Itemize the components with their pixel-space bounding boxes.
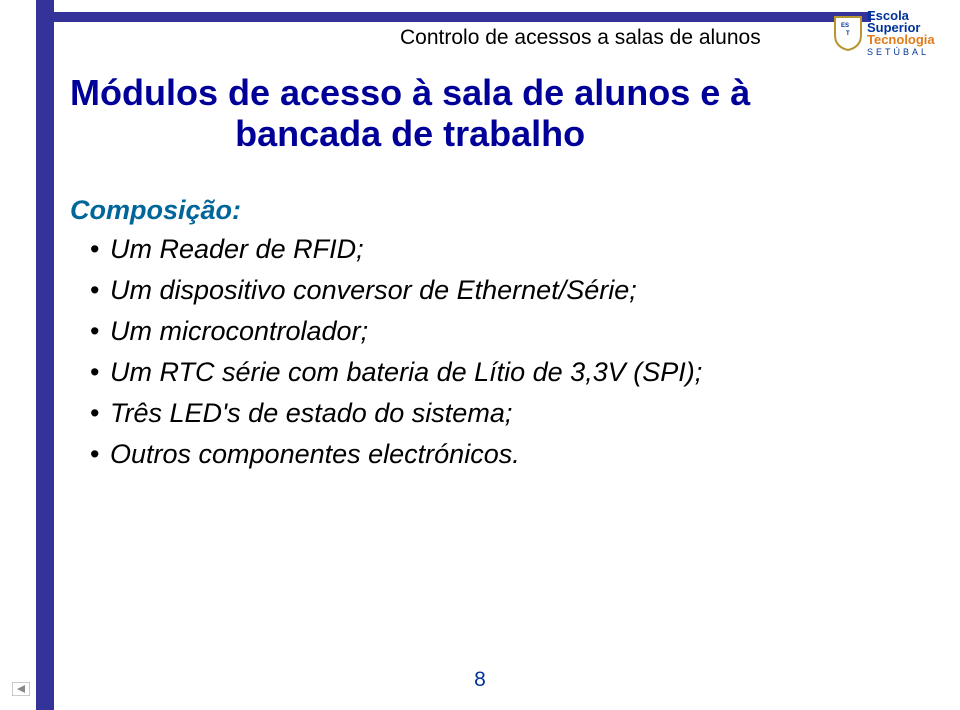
logo-text: Escola Superior Tecnologia SETÚBAL xyxy=(867,10,935,57)
school-logo: ES T Escola Superior Tecnologia SETÚBAL xyxy=(833,2,953,64)
bullet-item: Um Reader de RFID; xyxy=(90,234,870,265)
course-title: Controlo de acessos a salas de alunos xyxy=(400,26,761,50)
page-number: 8 xyxy=(0,668,960,692)
frame-horizontal-bar xyxy=(36,12,871,22)
bullet-list: Um Reader de RFID; Um dispositivo conver… xyxy=(90,234,870,480)
section-heading: Composição: xyxy=(70,195,241,226)
logo-line-3: Tecnologia xyxy=(867,34,935,46)
title-line-2: bancada de trabalho xyxy=(70,113,750,154)
svg-text:ES: ES xyxy=(841,23,849,29)
svg-text:T: T xyxy=(846,31,850,37)
bullet-item: Três LED's de estado do sistema; xyxy=(90,398,870,429)
bullet-item: Um dispositivo conversor de Ethernet/Sér… xyxy=(90,275,870,306)
bullet-item: Um RTC série com bateria de Lítio de 3,3… xyxy=(90,357,870,388)
frame-vertical-bar xyxy=(36,0,54,710)
crest-icon: ES T xyxy=(833,15,863,51)
bullet-item: Outros componentes electrónicos. xyxy=(90,439,870,470)
logo-line-4: SETÚBAL xyxy=(867,48,935,57)
slide-title: Módulos de acesso à sala de alunos e à b… xyxy=(70,72,750,155)
prev-slide-button[interactable] xyxy=(12,682,30,696)
bullet-item: Um microcontrolador; xyxy=(90,316,870,347)
title-line-1: Módulos de acesso à sala de alunos e à xyxy=(70,72,750,113)
